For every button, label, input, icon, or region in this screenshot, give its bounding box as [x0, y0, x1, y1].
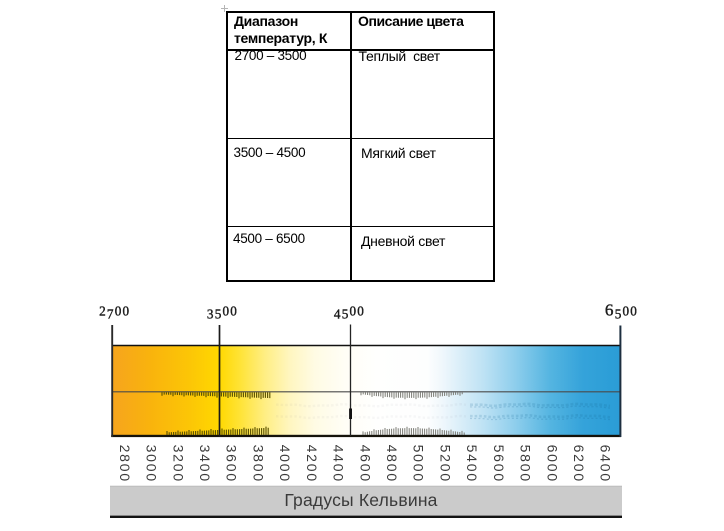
svg-text:3000: 3000 — [144, 445, 160, 483]
svg-text:4000: 4000 — [277, 445, 293, 483]
svg-text:4400: 4400 — [331, 445, 347, 483]
svg-text:6400: 6400 — [598, 445, 614, 483]
svg-text:3600: 3600 — [224, 445, 240, 483]
svg-text:6000: 6000 — [544, 445, 560, 483]
svg-text:5200: 5200 — [437, 445, 453, 483]
svg-text:Градусы Кельвина: Градусы Кельвина — [284, 490, 437, 510]
svg-text:4500: 4500 — [334, 304, 365, 322]
svg-text:6200: 6200 — [571, 445, 587, 483]
svg-text:2800: 2800 — [117, 445, 133, 483]
svg-text:4800: 4800 — [384, 445, 400, 483]
svg-text:2700: 2700 — [99, 304, 130, 322]
svg-text:3500: 3500 — [207, 304, 238, 322]
svg-text:5000: 5000 — [411, 445, 427, 483]
svg-text:5400: 5400 — [464, 445, 480, 483]
svg-text:3800: 3800 — [250, 445, 266, 483]
svg-text:3400: 3400 — [197, 445, 213, 483]
svg-text:4600: 4600 — [357, 445, 373, 483]
svg-text:5800: 5800 — [518, 445, 534, 483]
svg-text:5600: 5600 — [491, 445, 507, 483]
svg-text:4200: 4200 — [304, 445, 320, 483]
svg-text:6500: 6500 — [605, 301, 638, 322]
svg-text:3200: 3200 — [170, 445, 186, 483]
